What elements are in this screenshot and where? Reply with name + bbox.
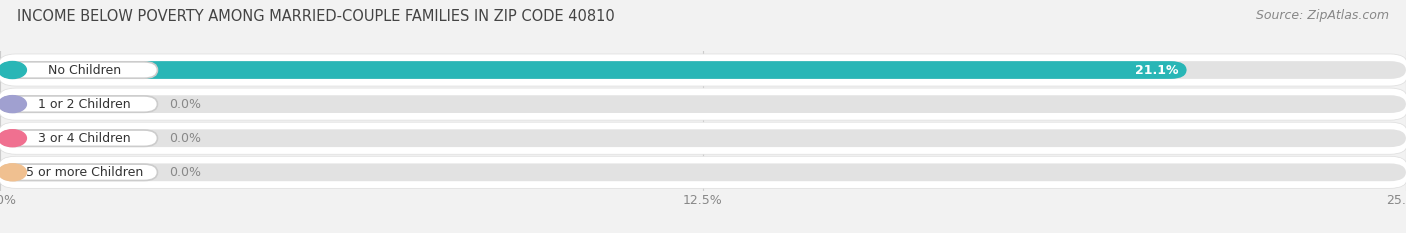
Text: 0.0%: 0.0% — [169, 166, 201, 179]
Circle shape — [0, 164, 27, 181]
Circle shape — [0, 130, 27, 147]
FancyBboxPatch shape — [0, 88, 1406, 120]
Text: Source: ZipAtlas.com: Source: ZipAtlas.com — [1256, 9, 1389, 22]
FancyBboxPatch shape — [0, 122, 1406, 154]
Text: 1 or 2 Children: 1 or 2 Children — [38, 98, 131, 111]
Text: 0.0%: 0.0% — [169, 132, 201, 145]
FancyBboxPatch shape — [0, 61, 1406, 79]
Circle shape — [0, 96, 27, 113]
Text: No Children: No Children — [48, 64, 121, 76]
Text: 5 or more Children: 5 or more Children — [25, 166, 143, 179]
FancyBboxPatch shape — [0, 164, 157, 181]
FancyBboxPatch shape — [0, 130, 157, 146]
FancyBboxPatch shape — [0, 54, 1406, 86]
FancyBboxPatch shape — [0, 95, 1406, 113]
FancyBboxPatch shape — [0, 156, 1406, 188]
Text: 0.0%: 0.0% — [169, 98, 201, 111]
FancyBboxPatch shape — [0, 61, 1187, 79]
Text: 21.1%: 21.1% — [1135, 64, 1178, 76]
Circle shape — [0, 62, 27, 79]
FancyBboxPatch shape — [0, 129, 1406, 147]
FancyBboxPatch shape — [0, 96, 157, 112]
FancyBboxPatch shape — [0, 62, 157, 78]
Text: INCOME BELOW POVERTY AMONG MARRIED-COUPLE FAMILIES IN ZIP CODE 40810: INCOME BELOW POVERTY AMONG MARRIED-COUPL… — [17, 9, 614, 24]
FancyBboxPatch shape — [0, 163, 1406, 181]
Text: 3 or 4 Children: 3 or 4 Children — [38, 132, 131, 145]
